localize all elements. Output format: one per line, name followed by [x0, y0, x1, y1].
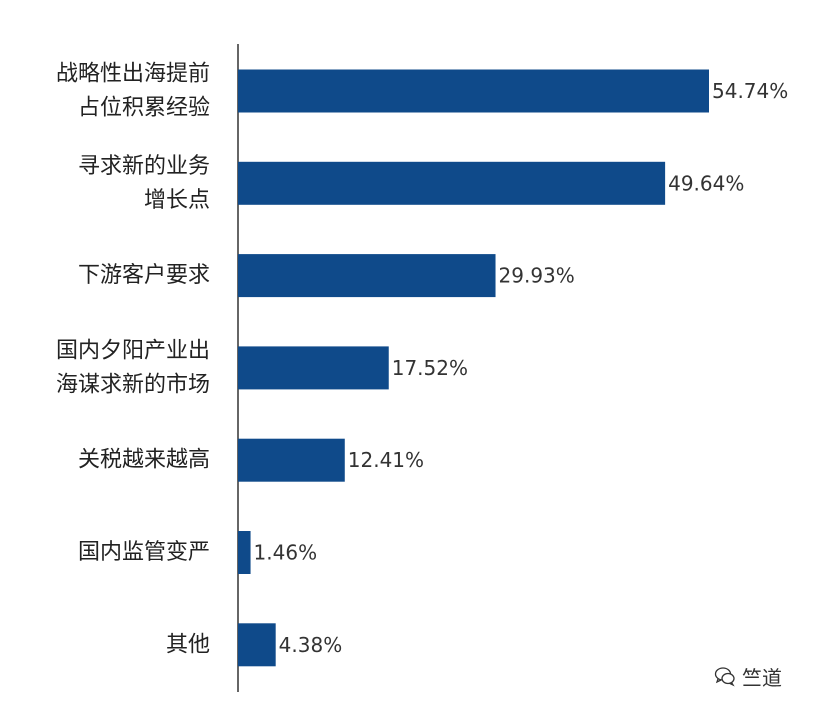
category-label-1-1: 增长点: [144, 188, 210, 213]
bar-2: [238, 254, 496, 298]
bar-0: [238, 69, 709, 113]
bar-3: [238, 346, 389, 390]
bar-4: [238, 438, 345, 482]
value-label-0: 54.74%: [712, 79, 788, 103]
value-label-1: 49.64%: [668, 171, 744, 195]
value-label-2: 29.93%: [499, 264, 575, 288]
category-label-0-0: 战略性出海提前: [56, 62, 210, 87]
value-label-4: 12.41%: [348, 448, 424, 472]
category-label-0-1: 占位积累经验: [78, 96, 210, 121]
bar-6: [238, 623, 276, 667]
category-label-5-0: 国内监管变严: [78, 540, 210, 565]
category-label-3-0: 国内夕阳产业出: [56, 338, 210, 363]
wechat-icon: [714, 667, 735, 687]
watermark-text: 竺道: [742, 665, 782, 690]
bar-1: [238, 161, 666, 205]
category-label-1-0: 寻求新的业务: [78, 154, 210, 179]
value-label-6: 4.38%: [279, 633, 343, 657]
category-label-4-0: 关税越来越高: [78, 448, 210, 473]
value-label-5: 1.46%: [254, 541, 318, 565]
category-label-2-0: 下游客户要求: [78, 263, 210, 288]
bar-5: [238, 531, 251, 574]
category-label-6-0: 其他: [166, 632, 210, 657]
value-label-3: 17.52%: [392, 356, 468, 380]
watermark: 竺道: [714, 662, 782, 690]
category-label-3-1: 海谋求新的市场: [56, 372, 210, 397]
